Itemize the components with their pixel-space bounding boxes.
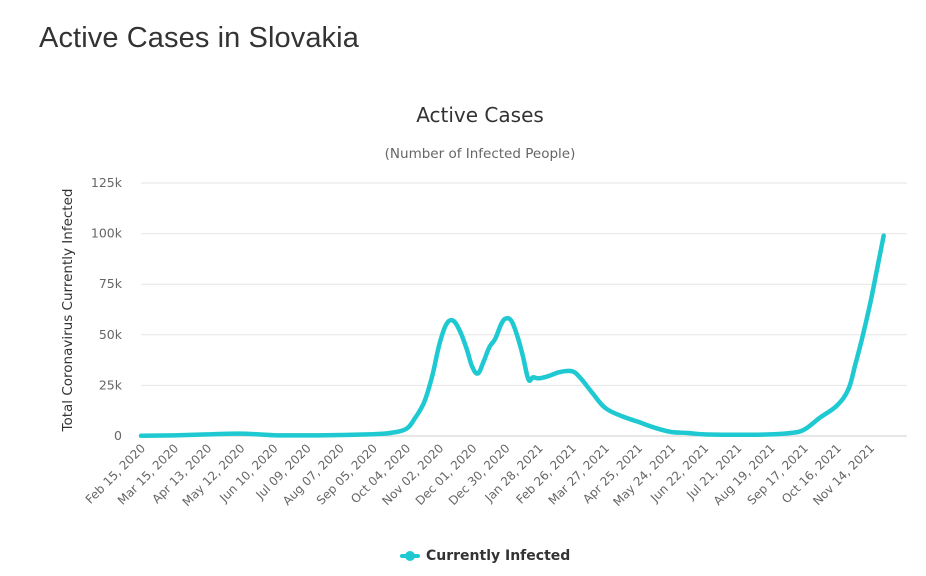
y-axis-title: Total Coronavirus Currently Infected (60, 189, 76, 433)
y-tick-label: 75k (99, 276, 123, 291)
page-title: Active Cases in Slovakia (39, 22, 359, 54)
chart-subtitle: (Number of Infected People) (384, 146, 576, 162)
y-tick-label: 50k (99, 327, 123, 342)
chart-title: Active Cases (416, 103, 544, 127)
y-tick-label: 0 (114, 428, 122, 443)
legend-item-currently-infected[interactable]: Currently Infected (400, 548, 570, 564)
y-axis-ticks: 0 25k 50k 75k 100k 125k (91, 175, 123, 443)
legend-line-marker-icon (400, 551, 420, 561)
legend-label: Currently Infected (426, 548, 571, 564)
y-tick-label: 25k (99, 377, 123, 392)
y-tick-label: 125k (91, 175, 123, 190)
gridlines (141, 182, 907, 437)
series-line-currently-infected[interactable] (138, 233, 886, 439)
y-tick-label: 100k (91, 226, 123, 241)
